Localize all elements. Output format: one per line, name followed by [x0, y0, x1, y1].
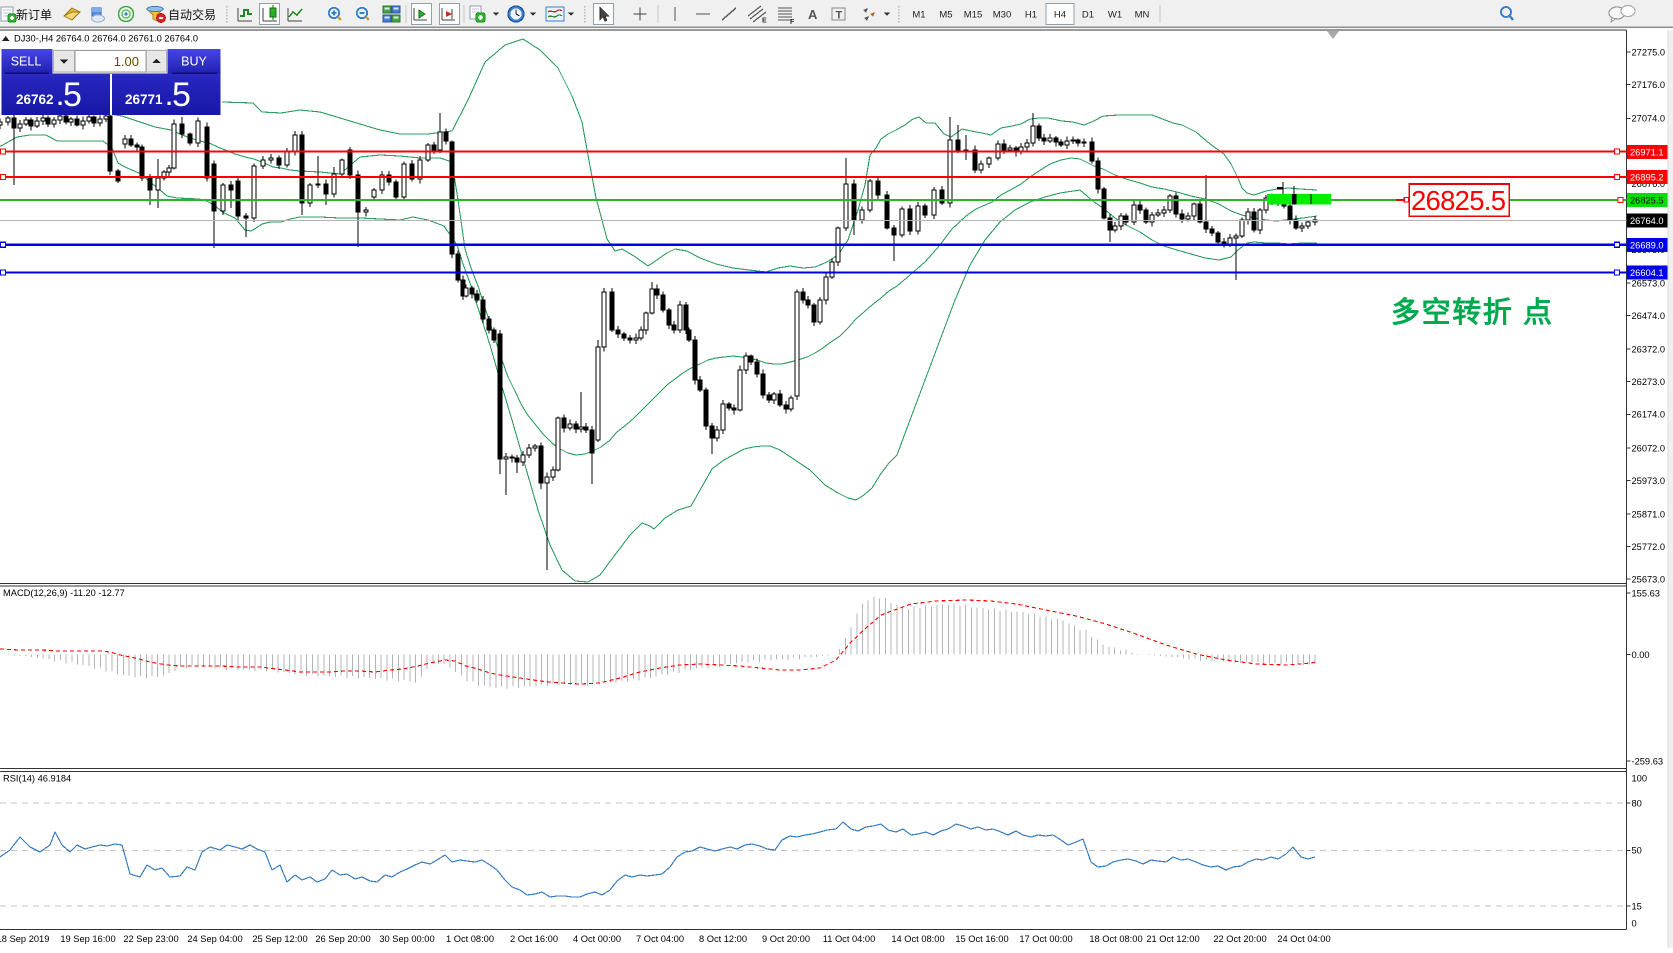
- svg-text:26573.0: 26573.0: [1632, 278, 1666, 288]
- svg-text:2 Oct 16:00: 2 Oct 16:00: [510, 934, 558, 944]
- svg-text:21 Oct 12:00: 21 Oct 12:00: [1146, 934, 1199, 944]
- svg-text:MACD(12,26,9) -11.20 -12.77: MACD(12,26,9) -11.20 -12.77: [3, 588, 125, 598]
- svg-text:MN: MN: [1135, 10, 1150, 21]
- svg-text:26764.0: 26764.0: [1630, 216, 1664, 226]
- svg-text:H1: H1: [1025, 10, 1037, 21]
- svg-text:多空转折 点: 多空转折 点: [1391, 295, 1554, 329]
- svg-text:26372.0: 26372.0: [1632, 345, 1666, 355]
- svg-text:A: A: [808, 7, 818, 22]
- svg-text:0: 0: [1632, 918, 1637, 928]
- svg-text:5: 5: [63, 76, 82, 114]
- svg-text:-259.63: -259.63: [1632, 756, 1664, 766]
- svg-text:26474.0: 26474.0: [1632, 311, 1666, 321]
- svg-text:DJ30-,H4 26764.0 26764.0 2676: DJ30-,H4 26764.0 26764.0 26761.0 26764.0: [14, 34, 198, 44]
- svg-text:SELL: SELL: [11, 55, 42, 69]
- svg-text:1.00: 1.00: [114, 54, 139, 69]
- svg-text:26072.0: 26072.0: [1632, 443, 1666, 453]
- svg-text:26273.0: 26273.0: [1632, 377, 1666, 387]
- svg-text:27275.0: 27275.0: [1632, 48, 1666, 58]
- svg-text:24 Oct 04:00: 24 Oct 04:00: [1277, 934, 1330, 944]
- svg-text:26689.0: 26689.0: [1630, 240, 1664, 250]
- svg-text:M30: M30: [993, 10, 1011, 21]
- svg-text:30 Sep 00:00: 30 Sep 00:00: [379, 934, 434, 944]
- svg-text:0.00: 0.00: [1632, 650, 1650, 660]
- svg-text:15: 15: [1632, 901, 1642, 911]
- svg-text:4 Oct 00:00: 4 Oct 00:00: [573, 934, 621, 944]
- svg-text:80: 80: [1632, 798, 1642, 808]
- svg-text:26825.5: 26825.5: [1411, 185, 1506, 216]
- svg-text:26 Sep 20:00: 26 Sep 20:00: [315, 934, 370, 944]
- svg-text:M1: M1: [912, 10, 925, 21]
- svg-text:H4: H4: [1054, 10, 1066, 21]
- svg-text:17 Oct 00:00: 17 Oct 00:00: [1019, 934, 1072, 944]
- svg-text:26971.1: 26971.1: [1630, 148, 1664, 158]
- svg-text:22 Oct 20:00: 22 Oct 20:00: [1213, 934, 1266, 944]
- svg-text:50: 50: [1632, 846, 1642, 856]
- svg-text:22 Sep 23:00: 22 Sep 23:00: [123, 934, 178, 944]
- svg-text:M15: M15: [964, 10, 982, 21]
- svg-text:27074.0: 27074.0: [1632, 114, 1666, 124]
- svg-text:BUY: BUY: [181, 55, 207, 69]
- svg-text:25871.0: 25871.0: [1632, 509, 1666, 519]
- svg-text:25 Sep 12:00: 25 Sep 12:00: [252, 934, 307, 944]
- svg-text:26762: 26762: [16, 92, 54, 107]
- svg-text:8 Oct 12:00: 8 Oct 12:00: [699, 934, 747, 944]
- svg-text:19 Sep 16:00: 19 Sep 16:00: [60, 934, 115, 944]
- svg-text:T: T: [836, 10, 843, 22]
- svg-text:新订单: 新订单: [16, 7, 52, 22]
- svg-text:26771: 26771: [125, 92, 163, 107]
- svg-text:24 Sep 04:00: 24 Sep 04:00: [187, 934, 242, 944]
- svg-text:RSI(14) 46.9184: RSI(14) 46.9184: [3, 774, 71, 784]
- svg-text:11 Oct 04:00: 11 Oct 04:00: [823, 934, 876, 944]
- svg-text:100: 100: [1632, 773, 1648, 783]
- svg-text:25673.0: 25673.0: [1632, 575, 1666, 585]
- svg-text:M5: M5: [939, 10, 952, 21]
- svg-text:26825.5: 26825.5: [1630, 196, 1664, 206]
- svg-text:25973.0: 25973.0: [1632, 476, 1666, 486]
- svg-text:5: 5: [172, 76, 191, 114]
- svg-text:自动交易: 自动交易: [168, 7, 216, 22]
- svg-text:9 Oct 20:00: 9 Oct 20:00: [762, 934, 810, 944]
- svg-text:26895.2: 26895.2: [1630, 173, 1664, 183]
- svg-text:155.63: 155.63: [1632, 588, 1660, 598]
- svg-text:F: F: [790, 19, 795, 26]
- svg-text:18 Sep 2019: 18 Sep 2019: [0, 934, 49, 944]
- svg-text:D1: D1: [1082, 10, 1094, 21]
- svg-text:E: E: [762, 18, 767, 25]
- svg-text:14 Oct 08:00: 14 Oct 08:00: [891, 934, 944, 944]
- svg-text:26604.1: 26604.1: [1630, 268, 1664, 278]
- svg-text:25772.0: 25772.0: [1632, 542, 1666, 552]
- svg-text:26174.0: 26174.0: [1632, 410, 1666, 420]
- svg-text:7 Oct 04:00: 7 Oct 04:00: [636, 934, 684, 944]
- svg-text:W1: W1: [1108, 10, 1122, 21]
- svg-text:27176.0: 27176.0: [1632, 80, 1666, 90]
- svg-text:1 Oct 08:00: 1 Oct 08:00: [446, 934, 494, 944]
- svg-text:18 Oct 08:00: 18 Oct 08:00: [1089, 934, 1142, 944]
- svg-text:15 Oct 16:00: 15 Oct 16:00: [955, 934, 1008, 944]
